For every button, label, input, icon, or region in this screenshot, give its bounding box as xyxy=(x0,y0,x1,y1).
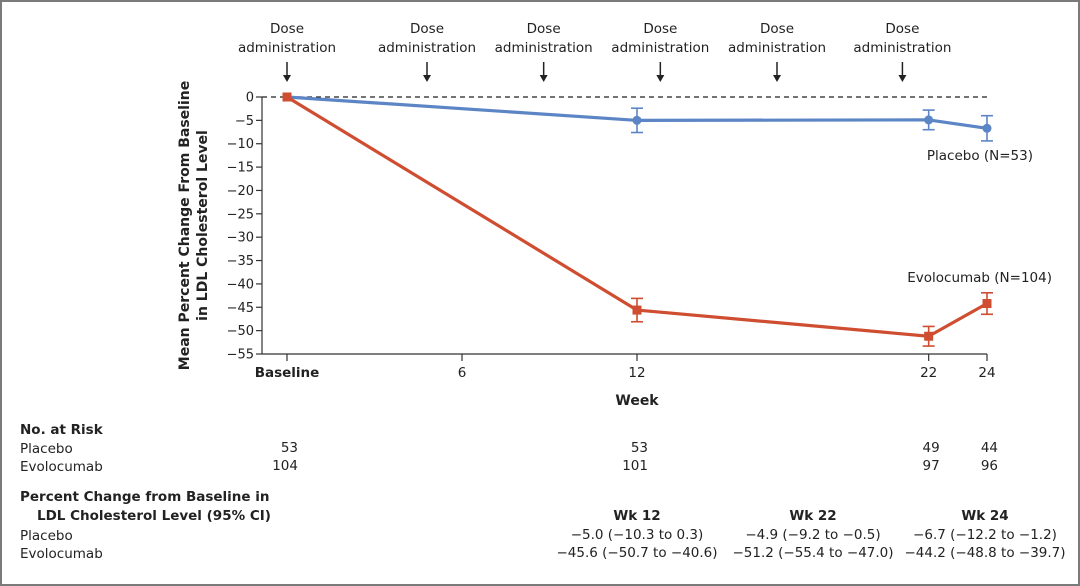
x-tick-label: 22 xyxy=(920,365,937,381)
x-tick-label: 6 xyxy=(458,365,467,381)
pct-col-wk12: Wk 12 xyxy=(613,508,661,524)
dose-arrow-head-icon xyxy=(898,75,907,82)
at-risk-evolocumab-week-12: 101 xyxy=(622,458,648,474)
evolocumab-point xyxy=(924,331,934,341)
dose-label-line1: Dose xyxy=(410,21,444,37)
dose-arrow-head-icon xyxy=(539,75,548,82)
y-tick-label: −15 xyxy=(227,161,254,176)
pct-change-label-evolocumab: Evolocumab xyxy=(20,546,103,562)
placebo-point xyxy=(632,115,642,125)
at-risk-heading: No. at Risk xyxy=(20,422,103,438)
y-tick-label: −30 xyxy=(227,231,254,246)
dose-label-line1: Dose xyxy=(527,21,561,37)
dose-label-line1: Dose xyxy=(760,21,794,37)
pct-col-wk24: Wk 24 xyxy=(961,508,1009,524)
pct-change-label-placebo: Placebo xyxy=(20,528,73,544)
dose-label-line1: Dose xyxy=(643,21,677,37)
placebo-series-label: Placebo (N=53) xyxy=(927,148,1033,164)
pct-evolocumab-wk24: −44.2 (−48.8 to −39.7) xyxy=(904,545,1066,561)
dose-arrow-head-icon xyxy=(773,75,781,82)
dose-label-line2: administration xyxy=(238,40,336,56)
placebo-point xyxy=(982,123,992,133)
dose-label-line2: administration xyxy=(378,40,476,56)
ldl-change-chart: 0 −5 −10 −15 −20 −25 −30 −35 −40 −45 −50 −55Baselin… xyxy=(177,21,1052,409)
y-tick-label: −50 xyxy=(227,324,254,339)
evolocumab-point xyxy=(982,299,992,309)
at-risk-placebo-week-22: 49 xyxy=(922,440,940,456)
evolocumab-point xyxy=(282,92,292,102)
x-tick-label: Baseline xyxy=(255,365,320,381)
y-tick-label: −55 xyxy=(227,348,254,363)
evolocumab-point xyxy=(632,305,642,315)
pct-change-heading-line2: LDL Cholesterol Level (95% CI) xyxy=(37,508,271,524)
dose-label-line1: Dose xyxy=(270,21,304,37)
pct-placebo-wk22: −4.9 (−9.2 to −0.5) xyxy=(745,527,881,543)
pct-evolocumab-wk12: −45.6 (−50.7 to −40.6) xyxy=(556,545,718,561)
y-tick-label: −25 xyxy=(227,207,254,222)
at-risk-placebo-week-12: 53 xyxy=(630,440,648,456)
y-tick-label: −45 xyxy=(227,301,254,316)
placebo-point xyxy=(924,115,934,125)
dose-label-line1: Dose xyxy=(885,21,919,37)
evolocumab-line xyxy=(286,95,988,338)
dose-arrow-head-icon xyxy=(423,75,431,82)
placebo-line xyxy=(286,95,988,130)
at-risk-evolocumab-week-22: 97 xyxy=(922,458,940,474)
x-axis-label: Week xyxy=(615,393,659,409)
y-tick-label: −35 xyxy=(227,254,254,269)
dose-label-line2: administration xyxy=(853,40,951,56)
pct-evolocumab-wk22: −51.2 (−55.4 to −47.0) xyxy=(732,545,894,561)
y-axis-label-line: Mean Percent Change From Baseline xyxy=(177,81,193,370)
y-tick-label: −20 xyxy=(227,184,254,199)
at-risk-placebo-week-24: 44 xyxy=(980,440,998,456)
pct-col-wk22: Wk 22 xyxy=(789,508,837,524)
dose-label-line2: administration xyxy=(611,40,709,56)
y-axis-label-line: in LDL Cholesterol Level xyxy=(195,130,211,321)
at-risk-placebo-week-0: 53 xyxy=(280,440,298,456)
x-tick-label: 12 xyxy=(628,365,645,381)
y-tick-label: −40 xyxy=(227,277,254,292)
dose-label-line2: administration xyxy=(728,40,826,56)
x-tick-label: 24 xyxy=(978,365,995,381)
at-risk-label-placebo: Placebo xyxy=(20,441,73,457)
dose-label-line2: administration xyxy=(495,40,593,56)
at-risk-label-evolocumab: Evolocumab xyxy=(20,459,103,475)
pct-placebo-wk24: −6.7 (−12.2 to −1.2) xyxy=(913,527,1057,543)
at-risk-evolocumab-week-24: 96 xyxy=(980,458,998,474)
pct-change-heading-line1: Percent Change from Baseline in xyxy=(20,489,270,505)
at-risk-evolocumab-week-0: 104 xyxy=(272,458,298,474)
dose-arrow-head-icon xyxy=(656,75,665,82)
y-tick-label: −5 xyxy=(235,114,254,129)
evolocumab-series-label: Evolocumab (N=104) xyxy=(907,270,1052,286)
y-tick-label: 0 xyxy=(246,91,254,106)
y-tick-label: −10 xyxy=(227,137,254,152)
pct-placebo-wk12: −5.0 (−10.3 to 0.3) xyxy=(570,527,704,543)
dose-arrow-head-icon xyxy=(283,75,291,82)
